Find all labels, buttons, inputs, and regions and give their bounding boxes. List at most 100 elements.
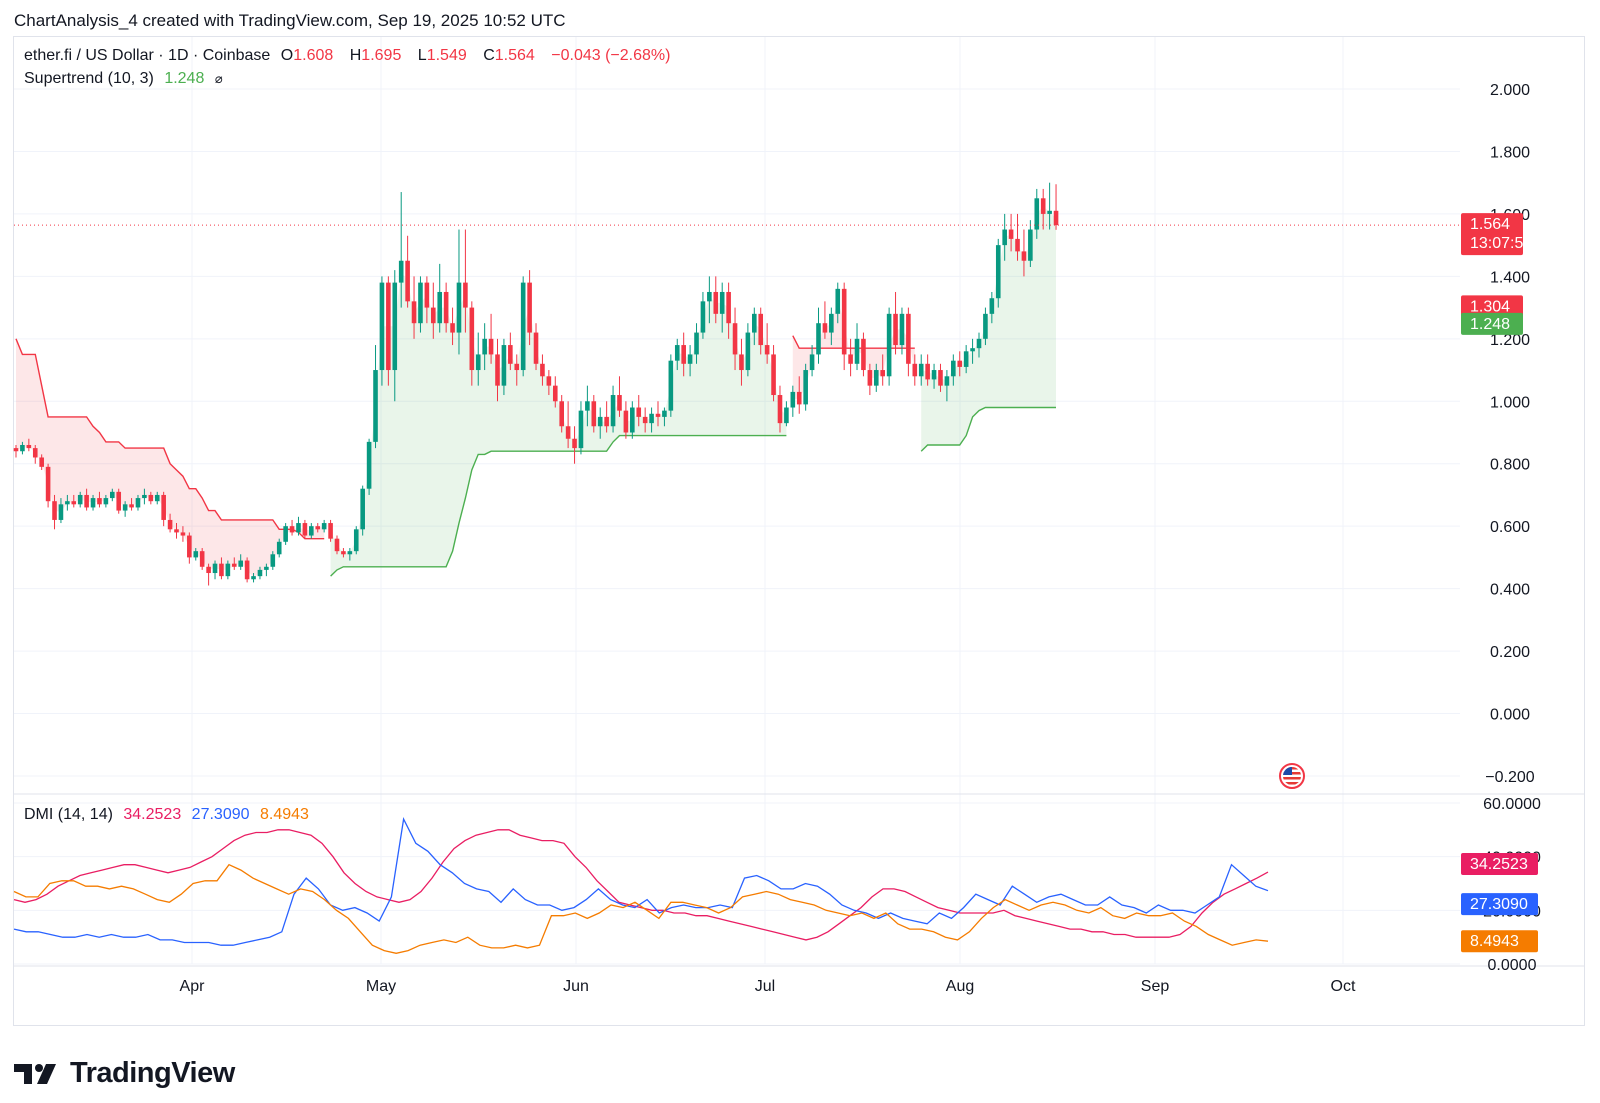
candle-body [283, 526, 288, 542]
candle-body [103, 498, 109, 505]
candle-body [938, 370, 943, 386]
supertrend-up-fill [330, 271, 787, 577]
candle-body [437, 291, 443, 324]
dmi-legend[interactable]: DMI (14, 14) 34.2523 27.3090 8.4943 [24, 806, 315, 824]
candle-body [431, 307, 436, 324]
y-tick-label: 1.400 [1490, 269, 1530, 286]
candle-body [931, 370, 937, 380]
y-tick-label: 0.200 [1490, 644, 1530, 661]
candle-body [642, 416, 648, 424]
candle-body [796, 391, 802, 405]
candle-body [154, 494, 160, 502]
candle-body [899, 313, 905, 346]
candle-body [687, 354, 693, 364]
candle-body [32, 448, 38, 458]
candle-body [257, 569, 263, 577]
x-tick-label: Apr [180, 978, 206, 995]
candle-body [597, 416, 603, 427]
candle-body [841, 288, 847, 355]
candle-body [758, 313, 764, 346]
candle-body [713, 291, 719, 314]
candle-body [970, 348, 975, 352]
supertrend-value: 1.248 [164, 70, 205, 87]
candle-body [540, 363, 545, 377]
candle-body [719, 291, 725, 314]
supertrend-down-line [792, 335, 915, 349]
candle-body [777, 395, 783, 424]
dmi-label: DMI (14, 14) [24, 806, 113, 823]
candle-body [398, 260, 404, 283]
candle-body [212, 563, 218, 574]
candle-body [238, 560, 243, 567]
candle-body [816, 323, 821, 355]
candle-body [662, 410, 667, 417]
candle-body [353, 529, 359, 552]
dmi-y-tick-label: 60.0000 [1483, 796, 1541, 813]
candle-body [726, 291, 731, 324]
price-change: −0.043 (−2.68%) [551, 47, 671, 64]
candle-body [957, 360, 963, 367]
candle-body [784, 407, 789, 424]
candle-body [424, 282, 430, 308]
candle-body [225, 563, 231, 577]
supertrend-legend[interactable]: Supertrend (10, 3) 1.248 ⌀ [24, 70, 229, 88]
candle-body [482, 338, 487, 355]
dmi-minus-badge-text: 27.3090 [1470, 896, 1528, 913]
candle-body [386, 282, 391, 371]
supertrend-down-fill [792, 301, 915, 400]
candle-body [533, 332, 539, 364]
candle-body [790, 391, 796, 408]
candle-body [636, 407, 642, 417]
candle-body [745, 332, 751, 371]
candle-body [604, 416, 609, 427]
hide-eye-icon[interactable]: ⌀ [214, 71, 223, 86]
y-tick-label: 1.000 [1490, 394, 1530, 411]
candle-body [206, 566, 211, 574]
candle-body [861, 338, 866, 371]
candle-body [122, 504, 128, 511]
candle-body [963, 351, 969, 367]
candle-body [334, 538, 340, 552]
supertrend-down-line [15, 338, 325, 540]
candle-body [912, 363, 918, 377]
candle-body [65, 501, 70, 505]
candle-body [180, 532, 186, 536]
candle-body [694, 332, 699, 355]
candle-body [771, 354, 776, 396]
candle-body [630, 407, 635, 433]
last-price-badge [1461, 213, 1523, 256]
candle-body [315, 526, 321, 530]
dmi-series-line [13, 829, 1269, 941]
x-tick-label: Aug [946, 978, 974, 995]
candle-body [951, 360, 956, 377]
tradingview-logo[interactable]: TradingView [14, 1057, 235, 1090]
candle-body [270, 554, 276, 567]
y-tick-label: 1.800 [1490, 144, 1530, 161]
candle-body [187, 535, 192, 558]
candle-body [360, 488, 365, 530]
candle-body [379, 282, 385, 371]
candle-body [302, 523, 308, 536]
candle-body [572, 438, 577, 449]
candle-body [520, 282, 526, 371]
candle-body [610, 395, 616, 427]
candle-body [835, 288, 841, 314]
candle-body [707, 291, 712, 302]
candle-body [809, 354, 815, 371]
candle-body [1021, 251, 1027, 261]
ohlc-open: O1.608 [280, 47, 334, 64]
dmi-layer [13, 817, 1269, 954]
candle-body [341, 551, 346, 555]
dmi-plus-badge-text: 34.2523 [1470, 856, 1528, 873]
chart-frame [13, 36, 1585, 1026]
candle-body [450, 323, 455, 333]
candle-body [309, 526, 314, 536]
symbol-title: ether.fi / US Dollar · 1D · Coinbase [24, 47, 271, 64]
ohlc-low: L1.549 [417, 47, 467, 64]
last-price-badge-text: 1.564 [1470, 216, 1510, 233]
candle-body [135, 498, 141, 508]
x-tick-label: Sep [1141, 978, 1170, 995]
supertrend-up-badge-text: 1.248 [1470, 316, 1510, 333]
